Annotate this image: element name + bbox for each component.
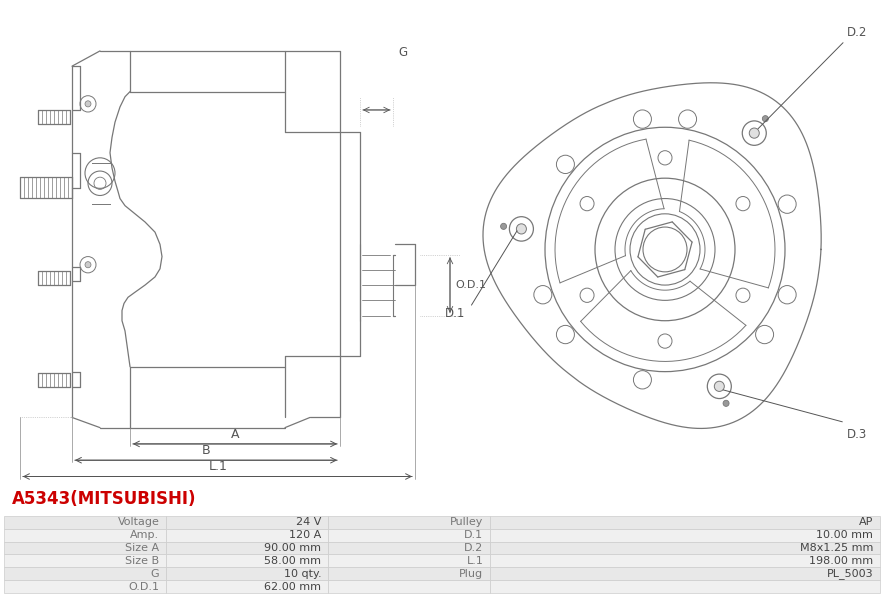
Bar [166, 554, 328, 567]
Text: D.3: D.3 [847, 428, 868, 440]
Bar [166, 567, 328, 580]
Text: G: G [398, 46, 407, 59]
Text: A: A [231, 428, 239, 441]
Bar [4, 542, 166, 554]
Text: A5343(MITSUBISHI): A5343(MITSUBISHI) [12, 490, 196, 508]
Text: O.D.1: O.D.1 [455, 280, 486, 290]
Text: L.1: L.1 [467, 556, 484, 566]
Circle shape [85, 101, 91, 107]
Bar [166, 542, 328, 554]
Bar [491, 542, 880, 554]
Bar [328, 529, 491, 542]
Bar [4, 529, 166, 542]
Text: AP: AP [859, 517, 873, 527]
Bar [328, 567, 491, 580]
Text: B: B [202, 444, 211, 457]
Text: 198.00 mm: 198.00 mm [809, 556, 873, 566]
Circle shape [517, 224, 526, 234]
Circle shape [723, 401, 729, 406]
Text: D.2: D.2 [847, 26, 868, 39]
Bar [491, 516, 880, 529]
Bar [328, 580, 491, 593]
Bar [328, 554, 491, 567]
Text: 10 qty.: 10 qty. [284, 569, 322, 579]
Text: 58.00 mm: 58.00 mm [264, 556, 322, 566]
Text: 10.00 mm: 10.00 mm [816, 530, 873, 540]
Bar [166, 580, 328, 593]
Bar [328, 516, 491, 529]
Text: 24 V: 24 V [296, 517, 322, 527]
Text: Pulley: Pulley [450, 517, 484, 527]
Bar [491, 529, 880, 542]
Circle shape [715, 381, 725, 392]
Bar [491, 554, 880, 567]
Bar [166, 516, 328, 529]
Bar [4, 516, 166, 529]
Text: 62.00 mm: 62.00 mm [264, 582, 322, 592]
Text: Voltage: Voltage [117, 517, 159, 527]
Text: L.1: L.1 [209, 461, 228, 473]
Text: 120 A: 120 A [289, 530, 322, 540]
Bar [4, 580, 166, 593]
Bar [491, 580, 880, 593]
Bar [166, 529, 328, 542]
Bar [491, 567, 880, 580]
Text: Size A: Size A [125, 543, 159, 553]
Circle shape [501, 224, 507, 229]
Text: Plug: Plug [460, 569, 484, 579]
Circle shape [85, 262, 91, 268]
Circle shape [749, 128, 759, 138]
Text: Size B: Size B [125, 556, 159, 566]
Text: D.1: D.1 [464, 530, 484, 540]
Bar [4, 567, 166, 580]
Text: O.D.1: O.D.1 [128, 582, 159, 592]
Text: D.2: D.2 [464, 543, 484, 553]
Text: Amp.: Amp. [131, 530, 159, 540]
Text: 90.00 mm: 90.00 mm [264, 543, 322, 553]
Text: G: G [151, 569, 159, 579]
Circle shape [763, 116, 768, 122]
Text: D.1: D.1 [445, 307, 465, 320]
Text: M8x1.25 mm: M8x1.25 mm [800, 543, 873, 553]
Bar [328, 542, 491, 554]
Text: PL_5003: PL_5003 [827, 568, 873, 579]
Bar [4, 554, 166, 567]
